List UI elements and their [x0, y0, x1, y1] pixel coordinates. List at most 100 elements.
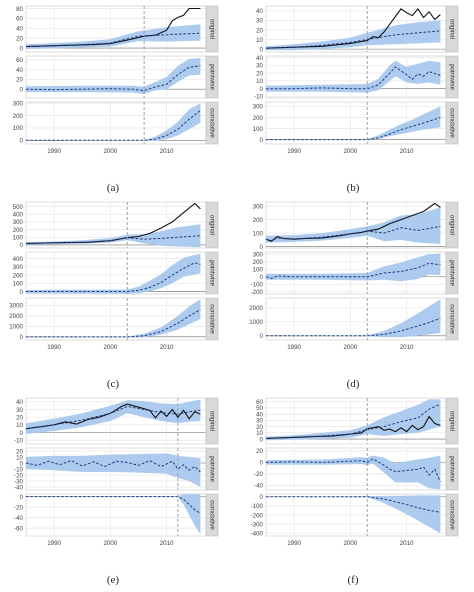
y-tick-label: 0	[260, 333, 264, 340]
y-tick-label: 0	[20, 289, 24, 296]
confidence-band	[26, 224, 201, 248]
y-tick-label: 1000	[249, 319, 263, 326]
facet-strip	[205, 5, 219, 53]
caption-f: (f)	[347, 574, 359, 586]
facet-strip-label: original	[449, 19, 456, 39]
y-tick-label: -400	[251, 531, 264, 538]
y-tick-label: -40	[14, 515, 24, 522]
y-tick-label: -300	[251, 521, 264, 528]
y-tick-label: 30	[16, 407, 23, 414]
y-tick-label: -10	[14, 466, 24, 473]
y-tick-label: 0	[260, 436, 264, 443]
y-tick-label: 20	[256, 70, 263, 77]
x-tick-label: 2010	[160, 344, 174, 351]
y-tick-label: 300	[253, 203, 264, 210]
facet-strip	[205, 297, 219, 341]
y-tick-label: 0	[20, 138, 24, 145]
facet-strip	[445, 251, 459, 295]
x-tick-label: 2010	[400, 344, 414, 351]
predicted-line	[265, 262, 441, 279]
y-tick-label: 40	[256, 8, 263, 15]
y-tick-label: 300	[13, 101, 24, 108]
y-tick-label: 200	[13, 272, 24, 279]
confidence-band	[26, 58, 201, 95]
y-tick-label: 10	[256, 430, 263, 437]
predicted-line	[265, 30, 441, 49]
y-tick-label: 2000	[249, 305, 263, 312]
predicted-line	[266, 66, 441, 90]
confidence-band	[26, 494, 201, 535]
y-tick-label: -20	[254, 471, 264, 478]
confidence-band	[26, 453, 201, 487]
y-tick-label: 3000	[9, 303, 23, 310]
y-tick-label: 0	[20, 430, 24, 437]
confidence-band	[266, 455, 441, 490]
facet-original: 0 10 20 30 40 original	[256, 5, 459, 53]
y-tick-label: 40	[256, 55, 263, 62]
facet-strip	[205, 493, 219, 537]
y-tick-label: 400	[13, 256, 24, 263]
x-tick-label: 2000	[103, 344, 117, 351]
predicted-line	[26, 110, 201, 141]
y-tick-label: -10	[254, 94, 264, 101]
confidence-band	[26, 399, 201, 434]
y-tick-label: 0	[260, 244, 264, 251]
caption-e: (e)	[106, 574, 120, 586]
y-tick-label: 0	[20, 494, 24, 501]
confidence-band	[266, 253, 441, 282]
y-tick-label: 200	[13, 113, 24, 120]
y-tick-label: 20	[256, 27, 263, 34]
facet-strip-label: pointwise	[449, 260, 456, 286]
facet-cumulative: -400 -300 -200 -100 0 cumulative	[251, 493, 459, 538]
y-tick-label: -20	[14, 504, 24, 511]
facet-strip-label: cumulative	[209, 304, 216, 334]
y-tick-label: 300	[13, 264, 24, 271]
y-tick-label: 80	[16, 6, 23, 13]
x-tick-label: 2010	[400, 540, 414, 547]
y-tick-label: 0	[20, 242, 24, 249]
panel-background	[25, 493, 207, 537]
y-tick-label: 40	[16, 67, 23, 74]
facet-strip	[445, 5, 459, 53]
y-tick-label: 10	[16, 422, 23, 429]
y-tick-label: 400	[13, 212, 24, 219]
facet-strip-label: original	[209, 215, 216, 235]
y-tick-label: 0	[20, 460, 24, 467]
y-tick-label: 40	[16, 26, 23, 33]
y-tick-label: 200	[253, 115, 264, 122]
facet-strip-label: pointwise	[209, 260, 216, 286]
observed-line	[25, 403, 201, 430]
facet-strip-label: cumulative	[209, 500, 216, 530]
confidence-band	[266, 207, 441, 244]
y-tick-label: -10	[14, 437, 24, 444]
chart-c: 0100200300400500original0100200300400poi…	[9, 201, 219, 351]
y-tick-label: 300	[253, 104, 264, 111]
facet-strip	[445, 297, 459, 341]
facet-strip-label: cumulative	[449, 304, 456, 334]
y-tick-label: -100	[251, 503, 264, 510]
x-tick-label: 2010	[160, 540, 174, 547]
y-tick-label: 40	[256, 411, 263, 418]
x-tick-label: 2010	[160, 148, 174, 155]
confidence-band	[266, 299, 441, 338]
x-tick-label: 2000	[103, 148, 117, 155]
chart-f: 0102030405060original-40-20020pointwise-…	[251, 397, 459, 547]
y-tick-label: 0	[260, 46, 264, 53]
confidence-band	[266, 20, 441, 51]
y-tick-label: -40	[14, 484, 24, 491]
y-tick-label: 100	[253, 126, 264, 133]
x-tick-label: 1990	[47, 540, 61, 547]
facet-strip	[445, 447, 459, 491]
y-tick-label: -20	[14, 472, 24, 479]
y-tick-label: 20	[16, 448, 23, 455]
y-tick-label: 50	[256, 405, 263, 412]
y-tick-label: 300	[13, 219, 24, 226]
confidence-band	[266, 495, 441, 534]
confidence-band	[26, 24, 201, 49]
y-tick-label: 20	[16, 414, 23, 421]
